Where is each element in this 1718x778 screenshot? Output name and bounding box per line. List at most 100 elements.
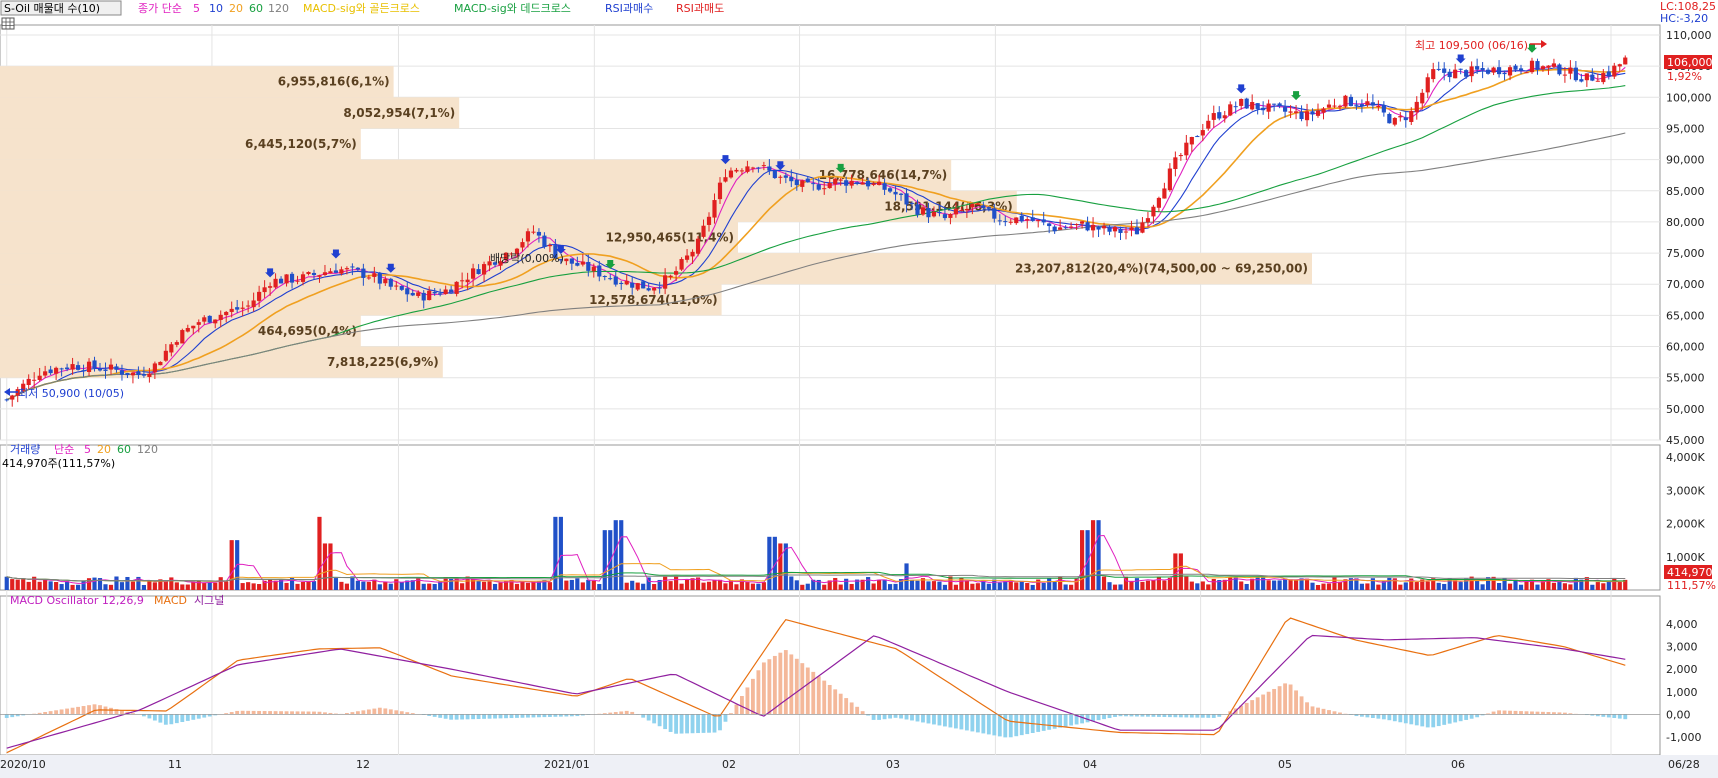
oscillator-bar: [312, 711, 316, 715]
volume-bar: [1145, 580, 1151, 590]
volume-bar: [476, 580, 481, 590]
profile-bar: [0, 66, 394, 98]
oscillator-bar: [805, 667, 810, 715]
candle-body: [224, 311, 229, 316]
volume-bar: [125, 576, 130, 590]
volume-bar: [92, 577, 97, 590]
volume-bar: [564, 580, 569, 590]
candle-body: [141, 373, 146, 376]
volume-bar: [1447, 578, 1452, 590]
volume-bar: [427, 583, 432, 590]
oscillator-bar: [366, 709, 371, 715]
oscillator-bar: [822, 680, 827, 715]
oscillator-bar: [1453, 714, 1458, 723]
oscillator-bar: [1595, 714, 1600, 717]
candle-body: [1250, 102, 1255, 110]
profile-bar: [0, 284, 722, 316]
volume-bar: [1535, 584, 1540, 590]
volume-bar: [580, 582, 585, 590]
volume-bar: [536, 581, 542, 590]
candle-body: [1310, 111, 1315, 115]
candle-body: [1222, 115, 1227, 119]
volume-bar: [844, 578, 849, 590]
volume-bar: [65, 581, 70, 590]
volume-ma-20: [6, 562, 1626, 583]
oscillator-bar: [1189, 714, 1194, 718]
grid-toggle-icon[interactable]: [1, 17, 15, 30]
oscillator-bar: [652, 714, 657, 724]
volume-bar: [1014, 582, 1019, 590]
signal-dead-cross: MACD-sig와 데드크로스: [454, 2, 571, 15]
oscillator-bar: [926, 714, 931, 724]
profile-label: 16,778,646(14,7%): [819, 168, 948, 182]
oscillator-bar: [1069, 714, 1074, 726]
volume-bar: [481, 581, 487, 590]
oscillator-bar: [997, 714, 1002, 737]
oscillator-bar: [1568, 713, 1573, 715]
volume-bar: [1250, 578, 1255, 590]
volume-bar: [674, 576, 679, 590]
candle-body: [975, 203, 980, 205]
oscillator-bar: [207, 714, 212, 717]
oscillator-bar: [1140, 714, 1145, 717]
volume-bar: [471, 579, 476, 590]
candle-body: [1140, 222, 1145, 233]
oscillator-bar: [1288, 684, 1293, 715]
candle-body: [964, 208, 969, 211]
signal-arrow: [330, 249, 341, 259]
candle-body: [783, 175, 788, 178]
candle-body: [1233, 106, 1238, 108]
oscillator-bar: [1458, 714, 1463, 722]
oscillator-bar: [438, 714, 443, 718]
oscillator-bar: [4, 714, 9, 718]
volume-bar: [1211, 578, 1216, 590]
oscillator-bar: [1096, 714, 1101, 721]
candle-body: [1469, 66, 1474, 77]
symbol-label[interactable]: S-Oil 매물대 수(10): [4, 2, 100, 15]
oscillator-bar: [334, 713, 338, 715]
volume-bar: [1321, 583, 1326, 590]
volume-bar: [525, 582, 531, 590]
candle-body: [646, 288, 651, 291]
volume-bar: [141, 584, 146, 590]
candle-body: [1496, 67, 1502, 75]
oscillator-bar: [1447, 714, 1452, 724]
oscillator-bar: [1041, 714, 1046, 731]
candle-body: [103, 369, 108, 371]
candle-body: [531, 231, 536, 233]
oscillator-bar: [109, 707, 113, 715]
volume-bar: [43, 578, 48, 590]
candle-body: [684, 255, 690, 260]
candle-body: [871, 183, 876, 185]
oscillator-bar: [498, 714, 503, 719]
candle-body: [630, 282, 635, 288]
candle-body: [1535, 61, 1540, 70]
candle-body: [300, 274, 306, 282]
candle-body: [553, 245, 558, 259]
oscillator-bar: [279, 711, 283, 715]
volume-bar: [289, 578, 295, 590]
candle-body: [558, 258, 563, 261]
oscillator-bar: [174, 714, 179, 724]
volume-bar: [361, 581, 366, 590]
current-price: 106,000: [1667, 56, 1713, 69]
volume-bar: [1239, 581, 1244, 590]
oscillator-bar: [1211, 714, 1216, 718]
volume-badge-pct: 111,57%: [1667, 579, 1716, 592]
candle-body: [377, 272, 382, 284]
oscillator-bar: [290, 711, 294, 715]
candle-body: [1101, 225, 1107, 229]
volume-bar: [783, 543, 788, 590]
volume-bar: [1398, 584, 1403, 590]
candle-body: [1513, 65, 1518, 70]
candle-body: [1074, 224, 1079, 226]
volume-bar: [586, 579, 591, 590]
volume-bar: [553, 516, 558, 590]
volume-bar: [822, 584, 827, 590]
volume-bar: [1573, 577, 1578, 590]
candle-body: [668, 275, 673, 278]
signal-rsi-overbought: RSI과매수: [605, 2, 653, 15]
volume-bar: [909, 579, 915, 590]
time-tick-label: 2020/10: [0, 758, 46, 771]
candle-body: [580, 261, 585, 265]
